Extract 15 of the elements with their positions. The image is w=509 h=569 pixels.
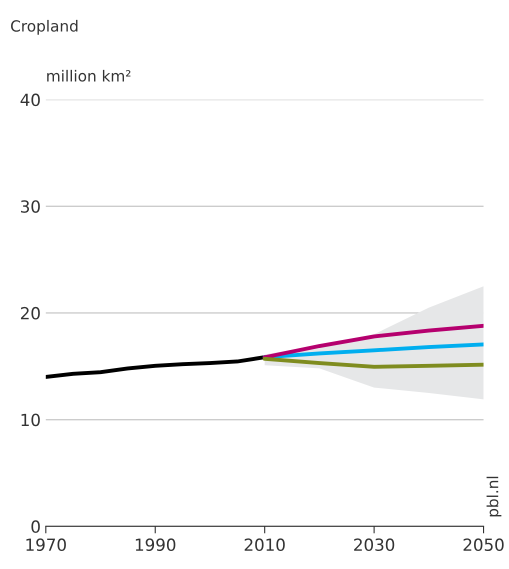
line-series	[262, 356, 484, 369]
y-tick-label: 40	[20, 94, 40, 106]
line-series	[262, 324, 484, 360]
y-tick-label: 30	[21, 200, 40, 213]
y-axis-title: million km²	[47, 70, 130, 82]
x-tick-label: 2030	[354, 538, 394, 552]
y-tick-label: 20	[20, 306, 40, 320]
x-tick-label: 1970	[26, 538, 66, 552]
x-tick-label: 2010	[244, 538, 285, 552]
y-tick-label: 10	[22, 414, 40, 426]
chart-title: Cropland	[11, 20, 78, 35]
x-tick-label: 2050	[464, 538, 504, 552]
text: pbl.nl	[486, 476, 502, 516]
y-tick-label: 0	[31, 520, 40, 533]
x-tick-label: 1990	[136, 538, 176, 552]
